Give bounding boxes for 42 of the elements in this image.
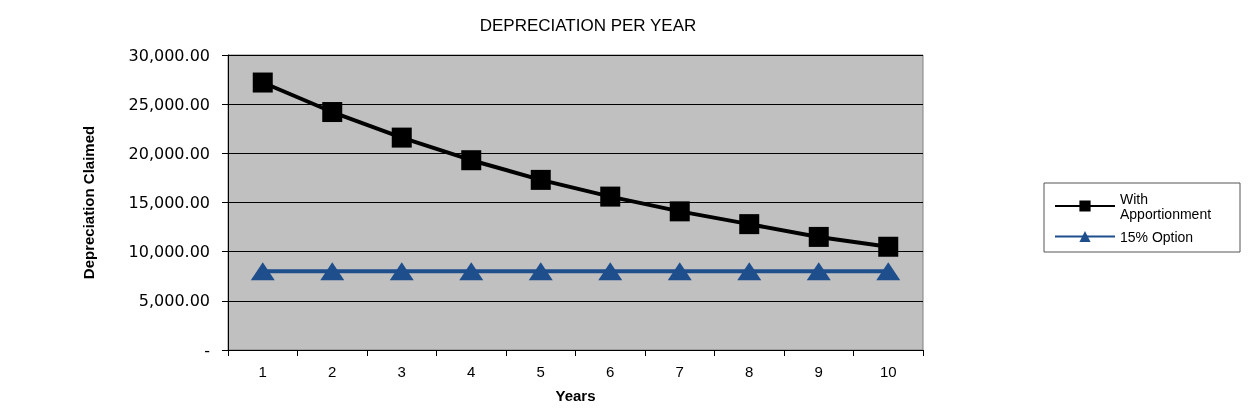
x-tick-label: 4 <box>467 363 476 380</box>
x-tick-label: 10 <box>879 363 897 380</box>
point <box>461 150 482 171</box>
point <box>806 262 831 281</box>
point <box>739 214 760 235</box>
y-tick-label: - <box>204 340 210 360</box>
legend-label: With Apportionment <box>1120 190 1212 222</box>
legend-label: 15% Option <box>1120 228 1194 245</box>
y-tick-label: 5,000.00 <box>138 291 210 311</box>
x-axis-title: Years <box>555 387 596 404</box>
point <box>322 102 343 123</box>
x-tick-label: 9 <box>814 363 823 380</box>
x-tick-label: 5 <box>536 363 545 380</box>
x-tick-label: 2 <box>328 363 337 380</box>
point <box>389 262 414 281</box>
point <box>598 262 623 281</box>
x-tick-label: 7 <box>675 363 684 380</box>
point <box>459 262 484 281</box>
point <box>669 201 690 222</box>
x-tick-label: 8 <box>745 363 754 380</box>
point <box>528 262 553 281</box>
x-tick-label: 6 <box>606 363 615 380</box>
point <box>667 262 692 281</box>
y-tick-label: 10,000.00 <box>128 242 210 262</box>
y-tick-label: 25,000.00 <box>128 94 210 114</box>
point <box>737 262 762 281</box>
x-tick-label: 3 <box>397 363 406 380</box>
chart-title: DEPRECIATION PER YEAR <box>479 16 697 35</box>
point <box>878 236 899 257</box>
y-axis-title: Depreciation Claimed <box>80 125 97 280</box>
point <box>391 127 412 148</box>
y-tick-label: 30,000.00 <box>128 45 210 65</box>
y-tick-label: 20,000.00 <box>128 143 210 163</box>
point <box>808 226 829 247</box>
point <box>320 262 345 281</box>
x-tick-label: 1 <box>258 363 267 380</box>
point <box>600 186 621 207</box>
point <box>252 72 273 93</box>
point <box>250 262 275 281</box>
y-tick-label: 15,000.00 <box>128 193 210 212</box>
point <box>876 262 901 281</box>
point <box>530 169 551 190</box>
